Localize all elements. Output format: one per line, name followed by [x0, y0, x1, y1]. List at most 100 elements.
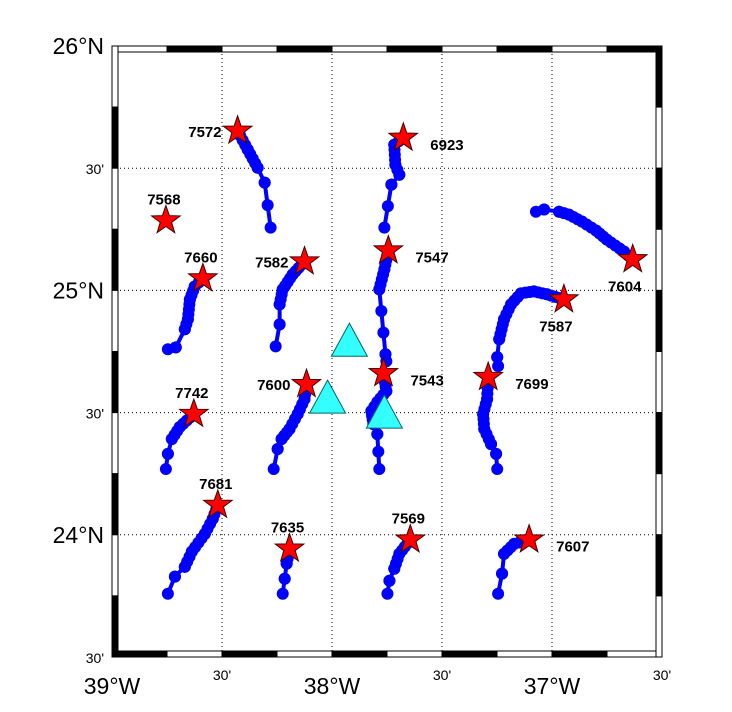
frame-segment: [655, 289, 663, 352]
float-id-label: 7568: [147, 192, 180, 209]
frame-segment: [441, 650, 498, 658]
frame-segment: [221, 650, 278, 658]
track-point: [492, 587, 505, 600]
float-id-label: 7699: [515, 376, 548, 393]
float-id-label: 7635: [271, 520, 304, 537]
star-icon: [617, 242, 649, 273]
track-point: [378, 221, 391, 234]
star-icon: [290, 367, 323, 398]
track-point: [161, 343, 174, 356]
track-point: [373, 283, 386, 296]
track-point: [161, 447, 174, 460]
float-id-label: 7572: [188, 124, 221, 141]
track-point: [381, 587, 394, 600]
frame-segment: [221, 45, 278, 53]
track-point: [372, 445, 385, 458]
longitude-label: 39°W: [84, 673, 141, 699]
float-id-label: 7582: [255, 255, 288, 272]
track-point: [280, 557, 293, 570]
float-track-7604: [529, 203, 639, 266]
frame-segment: [166, 45, 223, 53]
star-icon: [221, 114, 254, 145]
track-point: [264, 221, 277, 234]
frame-segment: [111, 473, 119, 536]
float-id-label: 7660: [184, 249, 217, 266]
frame-segment: [111, 106, 119, 169]
latitude-label: 24°N: [53, 522, 104, 548]
latitude-label: 30': [86, 650, 104, 666]
track-point: [485, 438, 498, 451]
frame-segment: [111, 289, 119, 352]
track-point: [165, 432, 178, 445]
track-point: [269, 340, 282, 353]
track-point: [381, 200, 394, 213]
star-icon: [548, 282, 580, 313]
frame-segment: [111, 595, 119, 658]
track-point: [251, 161, 264, 174]
star-icon: [387, 121, 419, 152]
frame-segment: [655, 45, 663, 108]
track-point: [278, 572, 291, 585]
latitude-label: 30': [86, 161, 104, 177]
float-track-7699: [477, 371, 504, 476]
track-point: [491, 351, 504, 364]
track-point: [385, 178, 398, 191]
float-id-label: 7547: [415, 250, 448, 267]
frame-segment: [331, 650, 388, 658]
track-point: [496, 567, 509, 580]
track-point: [498, 547, 511, 560]
frame-segment: [111, 167, 119, 230]
float-id-label: 7604: [608, 278, 642, 295]
latitude-label: 30': [86, 406, 104, 422]
triangle-icon: [330, 322, 369, 357]
map-frame: [111, 45, 663, 658]
frame-segment: [655, 106, 663, 169]
triangle-icon: [308, 379, 347, 414]
longitude-label: 30': [653, 667, 671, 683]
track-point: [491, 463, 504, 476]
frame-segment: [441, 45, 498, 53]
track-point: [178, 323, 191, 336]
frame-segment: [551, 650, 608, 658]
float-id-label: 6923: [430, 137, 463, 154]
track-point: [490, 447, 503, 460]
track-point: [529, 205, 542, 218]
longitude-label: 37°W: [524, 673, 581, 699]
frame-segment: [111, 534, 119, 597]
frame-segment: [111, 45, 119, 108]
longitude-label: 38°W: [304, 673, 361, 699]
latitude-label: 26°N: [53, 33, 104, 59]
track-point: [273, 298, 286, 311]
track-point: [159, 463, 172, 476]
longitude-label: 30': [433, 667, 451, 683]
star-icon: [394, 523, 427, 554]
star-icon: [372, 234, 405, 264]
track-point: [383, 574, 396, 587]
float-id-label: 7587: [539, 318, 572, 335]
track-point: [276, 587, 289, 600]
track-point: [375, 305, 388, 318]
frame-segment: [111, 45, 168, 53]
frame-segment: [606, 650, 663, 658]
deployment-stars: [150, 114, 649, 563]
frame-segment: [655, 351, 663, 414]
star-icon: [367, 356, 400, 387]
frame-segment: [655, 412, 663, 475]
star-icon: [187, 261, 219, 292]
frame-segment: [166, 650, 223, 658]
track-point: [258, 176, 271, 189]
track-point: [553, 205, 566, 218]
frame-segment: [655, 167, 663, 230]
track-point: [161, 587, 174, 600]
star-icon: [513, 523, 545, 554]
track-point: [388, 562, 401, 575]
track-point: [267, 463, 280, 476]
track-point: [377, 326, 390, 339]
star-icon: [150, 203, 182, 234]
frame-segment: [551, 45, 608, 53]
frame-segment: [386, 45, 443, 53]
frame-segment: [276, 650, 333, 658]
frame-segment: [111, 412, 119, 475]
frame-segment: [111, 351, 119, 414]
float-id-label: 7569: [392, 511, 425, 528]
